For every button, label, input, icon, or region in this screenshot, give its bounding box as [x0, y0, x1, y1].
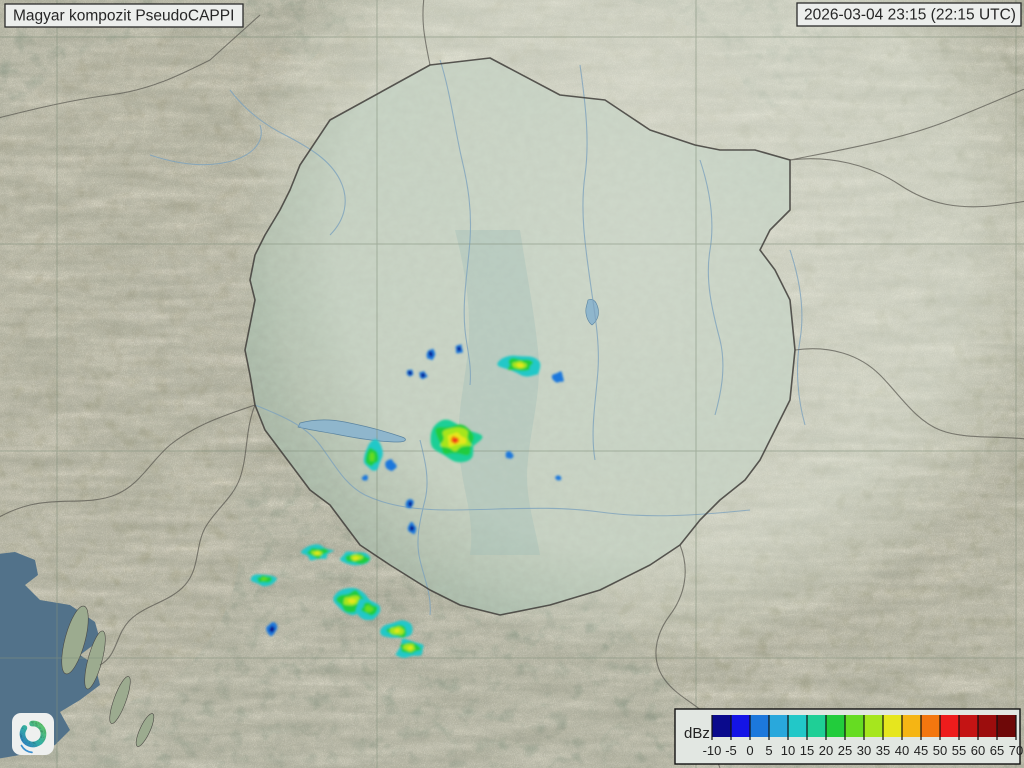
svg-text:40: 40: [895, 743, 909, 758]
svg-text:dBz: dBz: [684, 725, 710, 742]
svg-text:55: 55: [952, 743, 966, 758]
svg-text:2026-03-04 23:15 (22:15 UTC): 2026-03-04 23:15 (22:15 UTC): [804, 7, 1016, 24]
svg-text:60: 60: [971, 743, 985, 758]
svg-text:5: 5: [765, 743, 772, 758]
svg-text:50: 50: [933, 743, 947, 758]
svg-text:-5: -5: [725, 743, 737, 758]
svg-text:30: 30: [857, 743, 871, 758]
svg-text:15: 15: [800, 743, 814, 758]
svg-text:25: 25: [838, 743, 852, 758]
svg-text:-10: -10: [703, 743, 722, 758]
svg-text:Magyar kompozit PseudoCAPPI: Magyar kompozit PseudoCAPPI: [13, 8, 234, 25]
svg-text:35: 35: [876, 743, 890, 758]
svg-text:0: 0: [746, 743, 753, 758]
svg-text:10: 10: [781, 743, 795, 758]
svg-text:70: 70: [1009, 743, 1023, 758]
svg-text:20: 20: [819, 743, 833, 758]
svg-text:45: 45: [914, 743, 928, 758]
svg-text:65: 65: [990, 743, 1004, 758]
